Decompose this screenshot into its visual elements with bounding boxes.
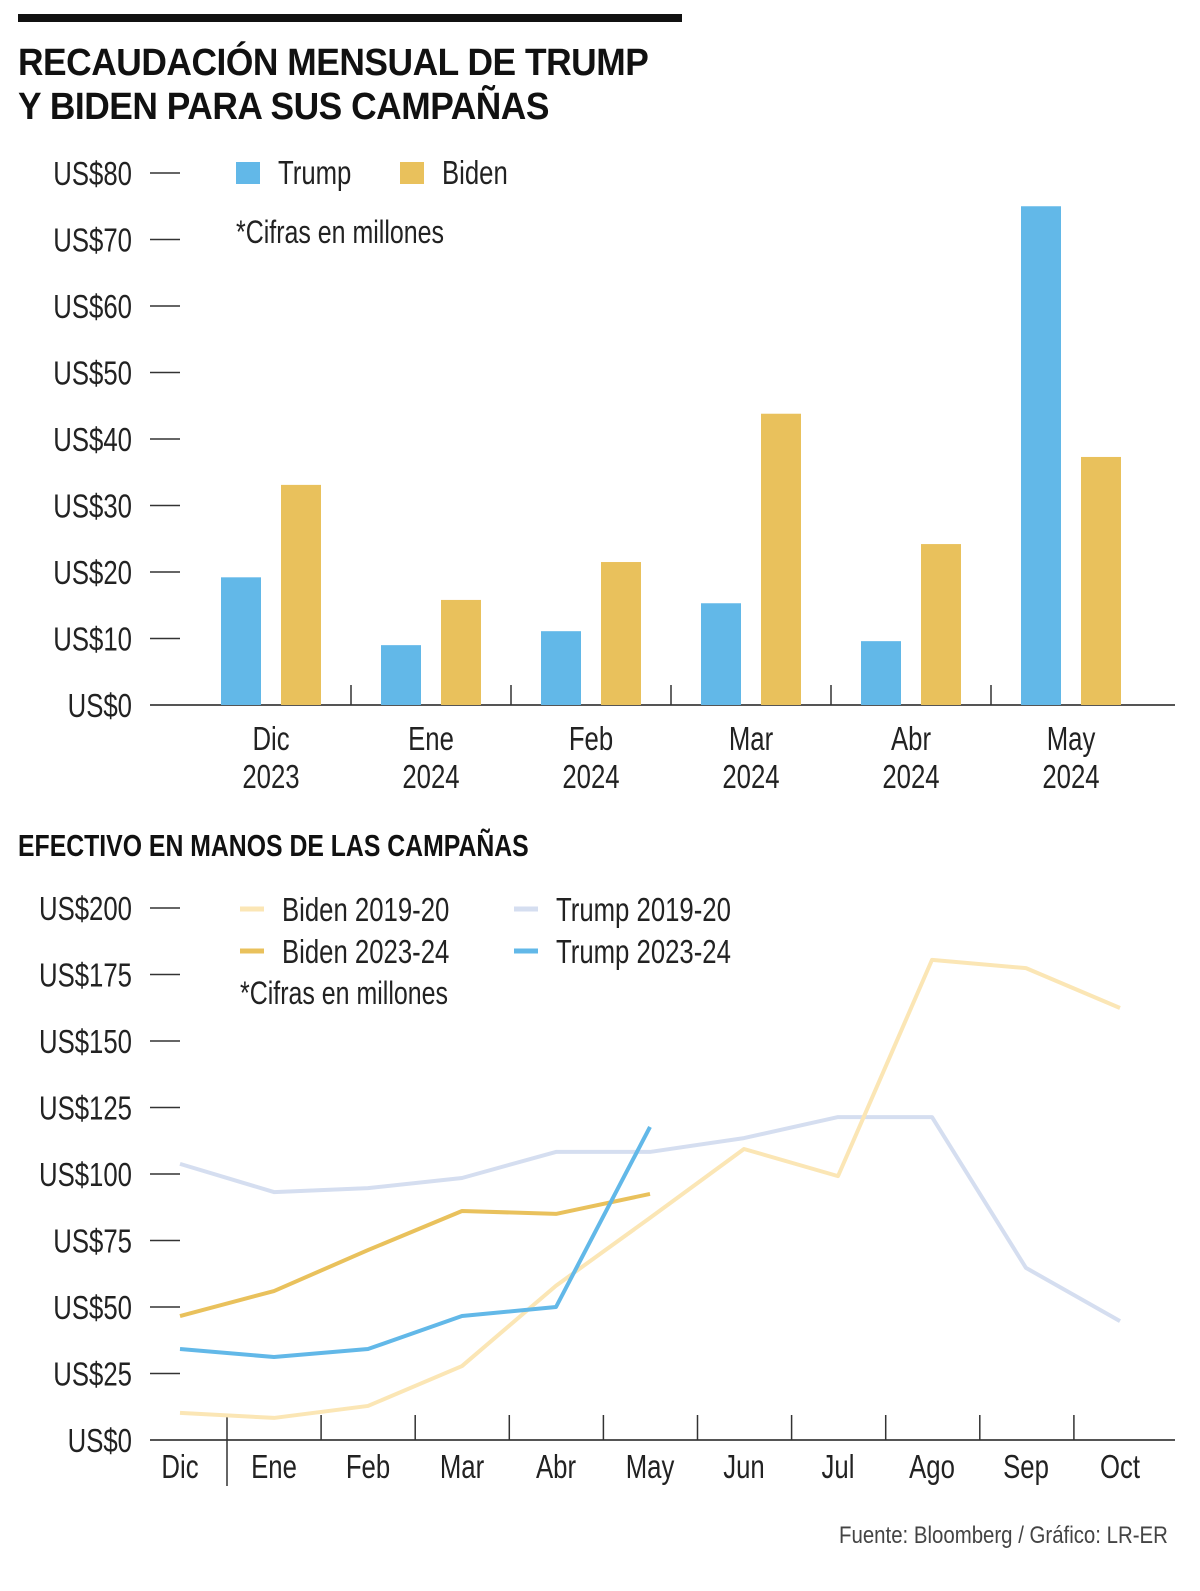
x-tick-label: Mar — [440, 1449, 484, 1486]
chart-title-line-1: RECAUDACIÓN MENSUAL DE TRUMP — [18, 42, 649, 84]
bar-trump — [701, 603, 741, 705]
legend-label-trump-2023-24: Trump 2023-24 — [556, 934, 731, 971]
legend-label-biden-2023-24: Biden 2023-24 — [282, 934, 449, 971]
y-tick-label: US$0 — [68, 1423, 132, 1460]
units-note: *Cifras en millones — [240, 976, 448, 1012]
x-tick-label-month: May — [1047, 721, 1096, 758]
x-tick-label: Jul — [822, 1449, 855, 1486]
legend-swatch-trump — [236, 162, 260, 184]
y-tick-label: US$60 — [53, 289, 132, 326]
x-tick-label: Oct — [1100, 1449, 1140, 1486]
line-trump-2023-24 — [179, 1125, 652, 1360]
legend-label-trump-2019-20: Trump 2019-20 — [556, 892, 731, 929]
line-trump-2019-20 — [179, 1115, 1121, 1323]
y-tick-label: US$40 — [53, 422, 132, 459]
source-credit: Fuente: Bloomberg / Gráfico: LR-ER — [839, 1522, 1168, 1549]
y-tick-label: US$25 — [53, 1357, 132, 1394]
y-tick-label: US$75 — [53, 1224, 132, 1261]
x-tick-label: Abr — [536, 1449, 576, 1486]
x-tick-label: Jun — [723, 1449, 764, 1486]
units-note: *Cifras en millones — [236, 215, 444, 251]
legend-swatch-biden — [400, 162, 424, 184]
y-tick-label: US$30 — [53, 489, 132, 526]
bar-trump — [381, 645, 421, 705]
legend-label-trump: Trump — [278, 155, 351, 192]
y-tick-label: US$50 — [53, 356, 132, 393]
line-biden-2023-24 — [179, 1191, 651, 1318]
x-tick-label: Dic — [161, 1449, 198, 1486]
bar-biden — [1081, 456, 1121, 705]
x-tick-label-month: Dic — [252, 721, 289, 758]
y-tick-label: US$50 — [53, 1290, 132, 1327]
line-biden-2019-20 — [179, 957, 1121, 1420]
bar-biden — [761, 413, 801, 705]
x-tick-label-month: Ene — [408, 721, 454, 758]
x-tick-label-month: Feb — [569, 721, 613, 758]
y-tick-label: US$20 — [53, 555, 132, 592]
title-rule — [18, 14, 682, 22]
x-tick-label-year: 2024 — [402, 759, 459, 796]
y-tick-label: US$125 — [39, 1091, 132, 1128]
x-tick-label: Feb — [346, 1449, 390, 1486]
bar-biden — [921, 544, 961, 705]
bar-biden — [441, 599, 481, 705]
x-tick-label: Ago — [909, 1449, 955, 1486]
x-tick-label-year: 2024 — [882, 759, 939, 796]
y-tick-label: US$100 — [39, 1157, 132, 1194]
bar-trump — [221, 577, 261, 705]
bar-trump — [1021, 206, 1061, 705]
x-tick-label-year: 2024 — [722, 759, 779, 796]
x-tick-label: May — [626, 1449, 675, 1486]
chart-title-line-2: Y BIDEN PARA SUS CAMPAÑAS — [18, 86, 549, 128]
x-tick-label: Ene — [251, 1449, 297, 1486]
line-chart-title: EFECTIVO EN MANOS DE LAS CAMPAÑAS — [18, 828, 529, 863]
x-tick-label-year: 2024 — [562, 759, 619, 796]
x-tick-label-year: 2024 — [1042, 759, 1099, 796]
x-tick-label-month: Mar — [729, 721, 773, 758]
bar-biden — [281, 484, 321, 705]
y-tick-label: US$0 — [68, 688, 132, 725]
bar-biden — [601, 562, 641, 705]
x-tick-label: Sep — [1003, 1449, 1049, 1486]
x-tick-label-month: Abr — [891, 721, 931, 758]
y-tick-label: US$200 — [39, 891, 132, 928]
x-tick-label-year: 2023 — [242, 759, 299, 796]
y-tick-label: US$10 — [53, 622, 132, 659]
y-tick-label: US$80 — [53, 156, 132, 193]
y-tick-label: US$70 — [53, 223, 132, 260]
legend-label-biden-2019-20: Biden 2019-20 — [282, 892, 449, 929]
bar-trump — [861, 641, 901, 705]
legend-label-biden: Biden — [442, 155, 508, 192]
y-tick-label: US$150 — [39, 1024, 132, 1061]
y-tick-label: US$175 — [39, 958, 132, 995]
bar-trump — [541, 631, 581, 705]
